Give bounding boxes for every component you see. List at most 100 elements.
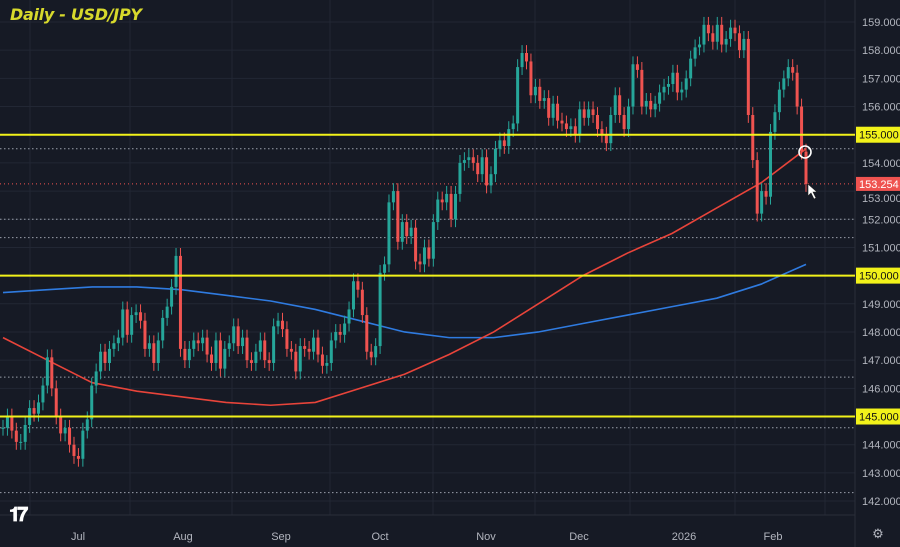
candle-body	[773, 112, 777, 132]
level-price-label: 150.000	[859, 271, 899, 283]
price-tick-label: 142.000	[862, 496, 900, 508]
candle-body	[272, 326, 276, 363]
candle-body	[254, 351, 258, 363]
candle-body	[343, 323, 347, 335]
time-tick-label: Sep	[271, 531, 291, 543]
candle-body	[232, 326, 236, 344]
candle-body	[538, 86, 542, 101]
candle-body	[786, 67, 790, 79]
candle-body	[183, 348, 187, 361]
candle-body	[5, 416, 9, 428]
candle-body	[387, 202, 391, 265]
candle-body	[19, 441, 23, 443]
candle-body	[45, 357, 49, 386]
candle-body	[223, 348, 227, 369]
candle-body	[103, 351, 107, 363]
candle-body	[693, 47, 697, 59]
time-tick-label: Aug	[173, 531, 193, 543]
candle-body	[90, 385, 94, 420]
candle-body	[99, 351, 103, 372]
candle-body	[613, 95, 617, 115]
candle-body	[338, 331, 342, 335]
candle-body	[267, 360, 271, 363]
candle-body	[542, 98, 546, 101]
candle-body	[604, 134, 608, 144]
candle-body	[684, 78, 688, 90]
candle-body	[777, 89, 781, 113]
candle-body	[72, 444, 76, 456]
price-tick-label: 156.000	[862, 102, 900, 114]
candle-body	[147, 343, 151, 349]
candle-body	[347, 309, 351, 324]
candle-body	[653, 103, 657, 110]
level-price-badge	[856, 126, 900, 143]
candle-body	[658, 92, 662, 104]
candle-body	[600, 129, 604, 135]
candle-body	[591, 109, 595, 115]
candle-body	[547, 98, 551, 118]
candle-body	[689, 58, 693, 79]
candle-body	[569, 126, 573, 130]
candle-body	[107, 348, 111, 363]
candle-body	[431, 222, 435, 259]
candle-body	[755, 160, 759, 214]
candle-body	[711, 33, 715, 42]
time-tick-label: 2026	[672, 531, 696, 543]
candle-body	[737, 33, 741, 51]
candle-body	[454, 193, 458, 220]
tradingview-logo[interactable]: 𝟏𝟕	[9, 502, 28, 526]
candle-body	[152, 343, 156, 363]
candle-body	[582, 109, 586, 118]
candle-body	[706, 24, 710, 34]
candle-body	[121, 309, 125, 338]
candle-body	[671, 72, 675, 84]
candle-body	[298, 346, 302, 372]
candle-body	[520, 52, 524, 68]
candle-body	[573, 126, 577, 135]
candle-body	[800, 106, 804, 152]
candle-body	[289, 348, 293, 352]
candle-body	[480, 157, 484, 175]
candle-body	[533, 86, 537, 96]
candle-body	[378, 272, 382, 347]
candle-body	[170, 286, 174, 307]
candle-body	[458, 162, 462, 194]
time-tick-label: Nov	[476, 531, 496, 543]
candle-body	[782, 78, 786, 90]
candle-body	[63, 427, 67, 434]
candle-body	[54, 388, 58, 417]
candle-body	[36, 402, 40, 414]
time-tick-label: Jul	[71, 531, 85, 543]
candle-body	[258, 340, 262, 352]
candle-body	[383, 264, 387, 273]
candle-body	[312, 337, 316, 352]
candle-body	[81, 430, 85, 459]
candle-body	[680, 89, 684, 93]
candle-body	[365, 315, 369, 352]
moving-average-fast	[2, 148, 807, 407]
candle-body	[804, 151, 808, 184]
candle-body	[724, 38, 728, 45]
price-tick-label: 149.000	[862, 299, 900, 311]
time-tick-label: Oct	[371, 531, 388, 543]
candle-body	[41, 385, 45, 403]
candle-body	[187, 348, 191, 361]
price-tick-label: 158.000	[862, 45, 900, 57]
candle-body	[422, 247, 426, 265]
candle-body	[511, 123, 515, 130]
candle-body	[210, 354, 214, 363]
candle-body	[68, 427, 72, 445]
last-price-label: 153.254	[859, 179, 899, 191]
chart-title: Daily - USD/JPY	[10, 5, 142, 24]
time-tick-label: Feb	[764, 531, 783, 543]
candle-body	[334, 331, 338, 341]
candle-body	[50, 357, 54, 389]
candle-body	[560, 120, 564, 124]
candle-body	[143, 320, 147, 349]
candle-body	[564, 123, 568, 130]
moving-average-slow	[2, 263, 807, 339]
gear-icon[interactable]: ⚙	[872, 526, 884, 541]
candle-body	[498, 140, 502, 149]
